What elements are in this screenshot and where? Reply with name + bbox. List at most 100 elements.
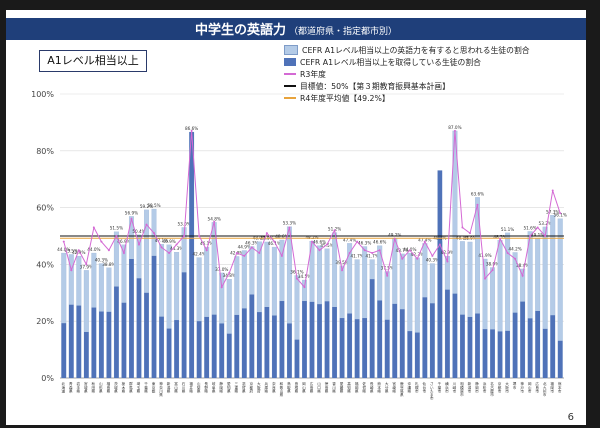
title-bar: 中学生の英語力 （都道府県・指定都市別） xyxy=(6,18,586,40)
y-tick-label: 100% xyxy=(31,90,54,99)
r3-point xyxy=(393,237,396,240)
page-subtitle: （都道府県・指定都市別） xyxy=(289,27,398,37)
bar-a1-acquired xyxy=(317,304,322,378)
x-tick-label: 奈良県 xyxy=(271,381,276,393)
r3-point xyxy=(130,217,133,220)
legend-item: CEFR A1レベル相当以上を取得している生徒の割合 xyxy=(284,56,530,68)
bar-a1-acquired xyxy=(550,315,556,378)
x-tick-label: 島根県 xyxy=(294,381,299,393)
bar-a1-acquired xyxy=(129,259,134,378)
r3-point xyxy=(551,189,554,192)
r3-point xyxy=(153,232,156,235)
r3-point xyxy=(280,254,283,257)
x-tick-label: 佐賀県 xyxy=(361,381,366,393)
bar-value-label: 46.9% xyxy=(117,239,130,244)
bar-value-label: 56.1% xyxy=(554,213,567,218)
legend-item: 目標値：50%【第３期教育振興基本計画】 xyxy=(284,80,530,92)
bar-a1-acquired xyxy=(475,313,480,378)
bar-value-label: 41.9% xyxy=(478,253,491,258)
section-label: A1レベル相当以上 xyxy=(39,50,147,72)
bar-value-label: 49.2% xyxy=(388,232,401,237)
x-tick-label: 埼玉県 xyxy=(136,381,141,393)
bar-value-label: 51.6% xyxy=(523,225,536,230)
x-tick-label: 宮崎県 xyxy=(392,381,397,393)
bar-value-label: 46.6% xyxy=(373,240,386,245)
bar-a1-acquired xyxy=(490,329,495,378)
x-tick-label: 福島県 xyxy=(106,381,111,393)
bar-value-label: 86.6% xyxy=(185,126,198,131)
bar-value-label: 42.3% xyxy=(411,252,424,257)
bar-value-label: 38.9% xyxy=(486,262,499,267)
bar-a1-acquired xyxy=(527,318,533,378)
legend-swatch xyxy=(284,97,296,99)
bar-value-label: 44.0% xyxy=(87,247,100,252)
r3-point xyxy=(453,129,456,132)
r3-point xyxy=(416,257,419,260)
r3-point xyxy=(183,235,186,237)
x-tick-label: 三重県 xyxy=(234,382,239,393)
r3-point xyxy=(341,269,344,272)
bar-a1-acquired xyxy=(166,328,172,378)
bar-value-label: 46.3% xyxy=(358,241,371,246)
x-tick-label: 京都市 xyxy=(497,381,502,393)
page-number: 6 xyxy=(567,412,574,423)
bar-value-label: 59.2% xyxy=(140,204,153,209)
r3-point xyxy=(62,240,65,243)
bar-a1-acquired xyxy=(91,307,97,378)
r3-point xyxy=(85,263,88,266)
bar-a1-acquired xyxy=(302,301,307,378)
r3-point xyxy=(168,252,171,255)
bar-a1-acquired xyxy=(452,293,458,378)
x-tick-label: 岡山県 xyxy=(301,382,306,393)
x-tick-label: 兵庫県 xyxy=(264,381,269,393)
r3-point xyxy=(115,235,118,237)
x-tick-label: 石川県 xyxy=(181,382,186,393)
bar-value-label: 87.0% xyxy=(448,125,461,130)
x-tick-label: 浜松市 xyxy=(482,381,487,393)
r3-point xyxy=(190,129,193,132)
bar-a1-acquired xyxy=(354,319,360,378)
r3-point xyxy=(295,277,298,280)
bar-value-label: 39.5% xyxy=(335,260,348,265)
bar-value-label: 56.9% xyxy=(125,210,138,215)
x-tick-label: 名古屋市 xyxy=(489,381,494,397)
x-tick-label: 岐阜県 xyxy=(211,381,216,393)
bar-a1-acquired xyxy=(309,301,315,378)
bar-a1-acquired xyxy=(99,311,104,378)
slide: 中学生の英語力 （都道府県・指定都市別） A1レベル相当以上 CEFR A1レベル… xyxy=(6,10,586,425)
bar-a1-acquired xyxy=(362,318,367,378)
bar-a1-acquired xyxy=(347,313,352,378)
r3-point xyxy=(544,235,547,237)
bar-value-label: 38.4% xyxy=(516,263,529,268)
x-tick-label: 大分県 xyxy=(384,381,389,393)
bar-value-label: 42.4% xyxy=(193,252,206,257)
bar-a1-acquired xyxy=(399,309,405,378)
r3-point xyxy=(333,229,336,232)
r3-point xyxy=(386,274,389,277)
y-tick-label: 0% xyxy=(41,374,54,383)
bar-value-label: 40.3% xyxy=(426,258,439,263)
x-tick-label: 和歌山県 xyxy=(279,381,284,397)
r3-point xyxy=(122,252,125,255)
bar-value-label: 46.6% xyxy=(313,240,326,245)
bar-value-label: 46.3% xyxy=(245,241,258,246)
r3-point xyxy=(100,240,103,243)
x-tick-label: 静岡市 xyxy=(474,381,479,393)
bar-a1-acquired xyxy=(482,329,488,378)
bar-a1-acquired xyxy=(392,303,398,378)
bar-value-label: 37.0% xyxy=(215,267,228,272)
bar-a1-acquired xyxy=(68,304,74,378)
bar-value-label: 54.8% xyxy=(208,216,221,221)
r3-point xyxy=(506,252,509,255)
legend-label: CEFR A1レベル相当以上の英語力を有すると思われる生徒の割合 xyxy=(302,45,530,55)
r3-point xyxy=(228,271,231,274)
bar-value-label: 42.9% xyxy=(441,250,454,255)
bar-a1-acquired xyxy=(377,300,383,378)
y-tick-label: 60% xyxy=(36,204,54,213)
bar-value-label: 44.9% xyxy=(238,244,251,249)
bar-a1-acquired xyxy=(445,289,450,378)
bar-a1-acquired xyxy=(114,286,119,378)
r3-point xyxy=(288,226,291,229)
r3-point xyxy=(145,223,148,226)
bar-value-label: 63.6% xyxy=(471,191,484,196)
